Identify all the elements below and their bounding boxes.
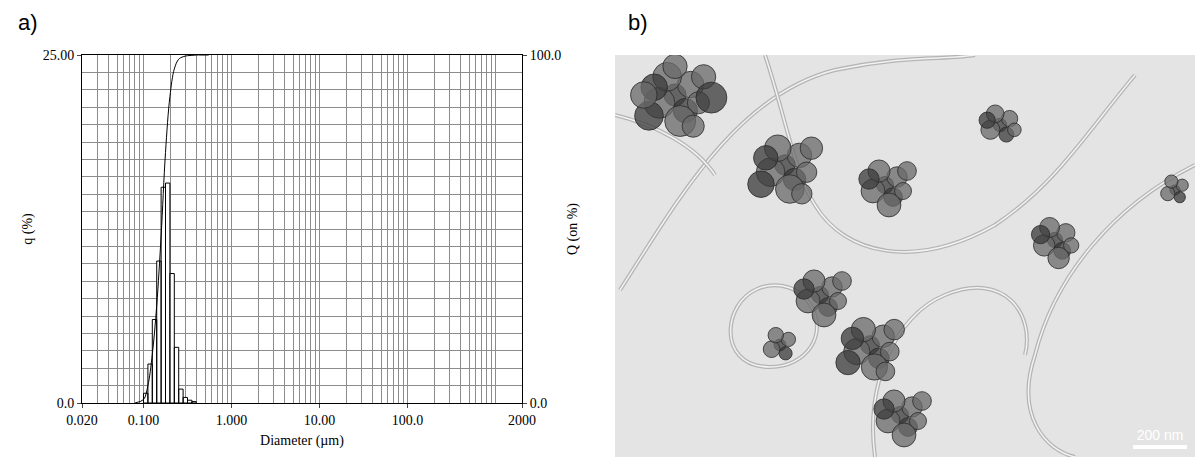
svg-text:0.020: 0.020: [66, 413, 98, 428]
svg-text:Q (on %): Q (on %): [565, 203, 581, 255]
html-text:a): a): [18, 10, 38, 35]
svg-text:100.0: 100.0: [530, 48, 562, 63]
svg-text:0.100: 0.100: [128, 413, 160, 428]
svg-text:Diameter (µm): Diameter (µm): [260, 433, 344, 449]
html-text:b): b): [628, 10, 648, 35]
svg-text:0.0: 0.0: [530, 396, 548, 411]
svg-text:25.00: 25.00: [43, 48, 75, 63]
svg-text:q (%): q (%): [20, 213, 36, 245]
svg-text:100.0: 100.0: [392, 413, 424, 428]
svg-text:200 nm: 200 nm: [1137, 427, 1184, 443]
svg-text:10.00: 10.00: [304, 413, 336, 428]
svg-text:0.0: 0.0: [57, 396, 75, 411]
svg-text:2000: 2000: [508, 413, 536, 428]
svg-text:1.000: 1.000: [216, 413, 248, 428]
